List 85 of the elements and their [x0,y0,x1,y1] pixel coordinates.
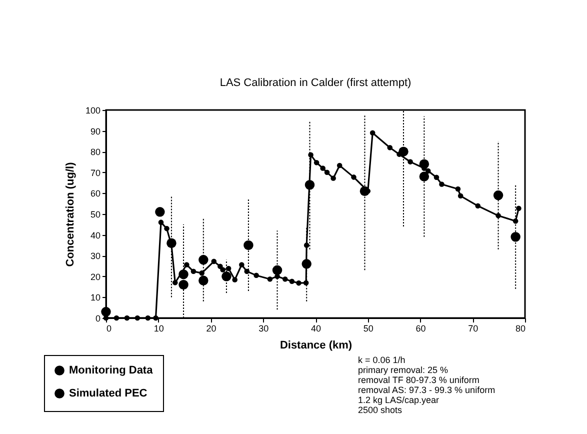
y-tick-label: 50 [90,210,100,220]
point [408,159,413,164]
x-tick-label: 70 [468,324,478,334]
point [475,203,481,209]
point [493,190,504,200]
chart-title: LAS Calibration in Calder (first attempt) [220,77,412,89]
point [282,276,288,282]
point [304,242,310,248]
point [434,174,440,180]
x-tick-label: 30 [258,324,269,334]
point [158,220,164,225]
y-tick-label: 0 [95,314,100,324]
point [314,160,320,166]
point [184,262,190,268]
point [232,277,238,282]
point [190,268,196,274]
point [172,280,178,286]
y-tick-label: 100 [85,106,100,116]
point [198,276,208,286]
text: k = 0.06 1/h [358,355,406,365]
point [455,186,461,192]
point [272,265,282,276]
y-tick-label: 30 [90,251,100,262]
point [198,254,208,265]
point [296,280,302,286]
point [267,276,273,282]
point [370,130,376,136]
y-tick-label: 20 [90,272,100,282]
point [244,268,250,274]
point [211,258,217,264]
point [101,306,111,317]
y-tick-label: 70 [90,168,100,178]
point [330,176,336,181]
text: removal AS: 97.3 - 99.3 % uniform [358,385,496,395]
y-tick-label: 10 [90,292,100,303]
point [226,266,232,272]
point [164,226,170,232]
point [516,206,522,212]
point [289,278,295,284]
point [239,262,244,268]
point [254,272,259,278]
point [320,166,326,171]
point [308,152,314,158]
point [134,315,140,321]
point [244,240,254,250]
point [439,182,444,187]
point [303,280,309,286]
text: primary removal: 25 % [358,365,448,375]
x-tick-label: 40 [310,324,322,334]
legend-label: Simulated PEC [69,388,148,400]
text: 1.2 kg LAS/cap.year [358,395,440,405]
point [458,193,464,199]
point [114,315,120,321]
point [199,270,204,276]
legend-label: Monitoring Data [69,364,154,376]
point [155,207,165,217]
x-tick-label: 80 [515,324,526,334]
point [510,232,520,242]
point [336,162,342,168]
point [512,218,518,224]
point [153,315,158,321]
x-axis-title: Distance (km) [280,340,352,352]
point [387,145,393,150]
point [178,280,188,290]
point [124,315,130,321]
point [419,172,430,182]
y-tick-label: 60 [90,188,100,199]
x-tick-label: 10 [154,324,164,334]
point [425,168,431,174]
text: 2500 shots [358,405,403,415]
point [220,267,226,272]
text: removal TF 80-97.3 % uniform [358,375,480,385]
y-tick-label: 80 [90,147,100,158]
point [324,170,330,176]
x-tick-label: 60 [416,324,426,334]
x-tick-label: 0 [106,324,112,334]
point [145,315,151,321]
x-tick-label: 50 [363,324,374,334]
x-tick-label: 20 [206,324,216,334]
y-tick-label: 40 [90,230,100,240]
point [496,213,501,218]
point [222,272,232,282]
y-tick-label: 90 [90,126,100,136]
y-axis-title: Concentration (ug/l) [64,162,76,267]
point [351,174,356,180]
